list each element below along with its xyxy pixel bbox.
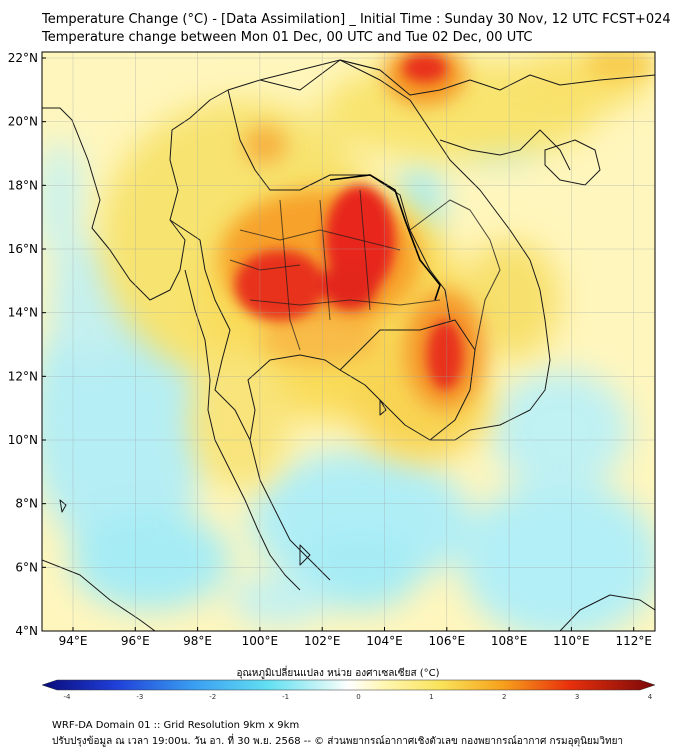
lon-label: 100°E <box>242 634 279 648</box>
lat-label: 16°N <box>8 242 38 256</box>
colorbar-tick-label: 1 <box>429 693 433 701</box>
lat-label: 18°N <box>8 178 38 192</box>
chart-subtitle: Temperature change between Mon 01 Dec, 0… <box>42 30 533 45</box>
colorbar-bar <box>41 679 656 691</box>
colorbar-ticks: -4 -3 -2 -1 0 1 2 3 4 <box>64 693 653 701</box>
lat-label: 12°N <box>8 369 38 383</box>
lat-label: 8°N <box>15 497 38 511</box>
longitude-labels: 94°E 96°E 98°E 100°E 102°E 104°E 106°E 108°E 110… <box>59 627 652 648</box>
colorbar-tick-label: -1 <box>282 693 289 701</box>
lon-label: 102°E <box>304 634 341 648</box>
temperature-field <box>42 52 655 631</box>
lat-label: 6°N <box>15 560 38 574</box>
lon-label: 104°E <box>366 634 403 648</box>
gridlines <box>42 52 655 632</box>
latitude-labels: 22°N 20°N 18°N 16°N 14°N 12°N 10°N 8°N 6°N 4°N <box>8 51 46 638</box>
footer-credit: ปรับปรุงข้อมูล ณ เวลา 19:00น. วัน อา. ที… <box>52 736 624 747</box>
chart-title: Temperature Change (°C) - [Data Assimila… <box>42 12 671 27</box>
colorbar: -4 -3 -2 -1 0 1 2 3 4 <box>41 679 656 701</box>
map-frame <box>41 51 656 632</box>
lon-label: 96°E <box>121 634 150 648</box>
lat-label: 10°N <box>8 433 38 447</box>
borders <box>42 59 655 631</box>
lat-label: 20°N <box>8 115 38 129</box>
lat-label: 4°N <box>15 624 38 638</box>
footer-model-info: WRF-DA Domain 01 :: Grid Resolution 9km … <box>52 720 300 731</box>
colorbar-tick-label: -3 <box>136 693 143 701</box>
colorbar-tick-label: 4 <box>648 693 653 701</box>
colorbar-title: อุณหภูมิเปลี่ยนแปลง หน่วย องศาเซลเซียส (… <box>236 668 440 679</box>
lon-label: 98°E <box>183 634 212 648</box>
lat-label: 14°N <box>8 306 38 320</box>
lon-label: 112°E <box>615 634 652 648</box>
colorbar-tick-label: 3 <box>575 693 579 701</box>
lon-label: 94°E <box>59 634 88 648</box>
lon-label: 106°E <box>429 634 466 648</box>
colorbar-tick-label: 0 <box>356 693 360 701</box>
lon-label: 108°E <box>491 634 528 648</box>
colorbar-tick-label: -2 <box>209 693 216 701</box>
colorbar-tick-label: 2 <box>502 693 506 701</box>
colorbar-tick-label: -4 <box>64 693 72 701</box>
lat-label: 22°N <box>8 51 38 65</box>
mekong-border <box>329 174 441 301</box>
lon-label: 110°E <box>553 634 590 648</box>
